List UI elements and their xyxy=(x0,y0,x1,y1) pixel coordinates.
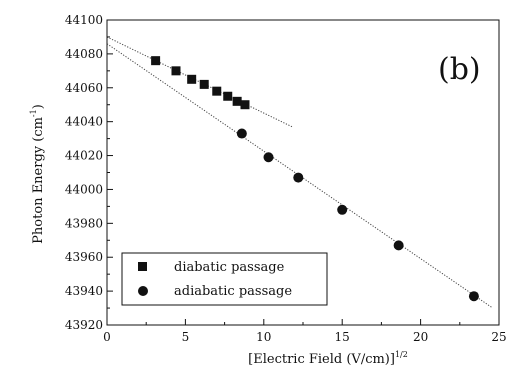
y-tick-label: 44000 xyxy=(65,182,103,196)
y-axis-title-superscript: -1 xyxy=(29,109,38,117)
diabatic-point xyxy=(199,79,209,89)
y-tick-label: 44100 xyxy=(65,13,103,27)
diabatic-point xyxy=(151,56,161,66)
legend-circle-marker xyxy=(138,286,148,296)
fit-line-0 xyxy=(106,36,293,128)
x-tick-label: 20 xyxy=(413,330,428,344)
panel-label: (b) xyxy=(438,52,481,87)
adiabatic-point xyxy=(393,240,404,251)
legend-label-diabatic: diabatic passage xyxy=(174,260,285,275)
y-tick-label: 44080 xyxy=(65,47,103,61)
x-tick-label: 25 xyxy=(491,330,506,344)
y-tick-label: 43920 xyxy=(65,318,103,332)
adiabatic-point xyxy=(293,172,304,183)
x-axis-title-superscript: 1/2 xyxy=(395,350,408,359)
x-axis-ticks: 0 5 10 15 20 25 xyxy=(103,319,507,344)
x-axis-title: [Electric Field (V/cm)]1/2 xyxy=(248,350,408,367)
x-tick-label: 15 xyxy=(335,330,350,344)
adiabatic-point xyxy=(236,128,247,139)
y-tick-label: 44020 xyxy=(65,149,103,163)
fit-line-1 xyxy=(106,43,494,309)
legend: diabatic passage adiabatic passage xyxy=(121,252,328,306)
y-axis-title-suffix: ) xyxy=(31,104,46,109)
legend-box xyxy=(121,252,328,306)
diabatic-point xyxy=(187,74,197,84)
legend-label-adiabatic: adiabatic passage xyxy=(174,284,292,299)
x-tick-label: 0 xyxy=(103,330,111,344)
x-tick-label: 10 xyxy=(256,330,271,344)
diabatic-point xyxy=(171,66,181,76)
x-tick-label: 5 xyxy=(182,330,190,344)
y-tick-label: 43940 xyxy=(65,284,103,298)
y-tick-label: 43980 xyxy=(65,216,103,230)
y-axis-ticks: 43920 43940 43960 43980 44000 44020 44040 44060… xyxy=(65,13,113,332)
diabatic-point xyxy=(240,100,250,110)
legend-square-marker xyxy=(138,262,147,271)
data-markers xyxy=(151,56,479,302)
x-axis-title-text: [Electric Field (V/cm)] xyxy=(248,352,395,367)
y-axis-title: Photon Energy (cm-1) xyxy=(29,104,46,244)
diabatic-point xyxy=(232,96,242,106)
adiabatic-point xyxy=(263,152,274,163)
y-tick-label: 44060 xyxy=(65,81,103,95)
adiabatic-point xyxy=(337,204,348,215)
y-tick-label: 43960 xyxy=(65,250,103,264)
y-axis-title-text: Photon Energy (cm xyxy=(31,117,46,244)
diabatic-point xyxy=(212,86,222,96)
fit-lines xyxy=(106,36,494,309)
y-tick-label: 44040 xyxy=(65,115,103,129)
diabatic-point xyxy=(223,91,233,101)
adiabatic-point xyxy=(468,291,479,302)
